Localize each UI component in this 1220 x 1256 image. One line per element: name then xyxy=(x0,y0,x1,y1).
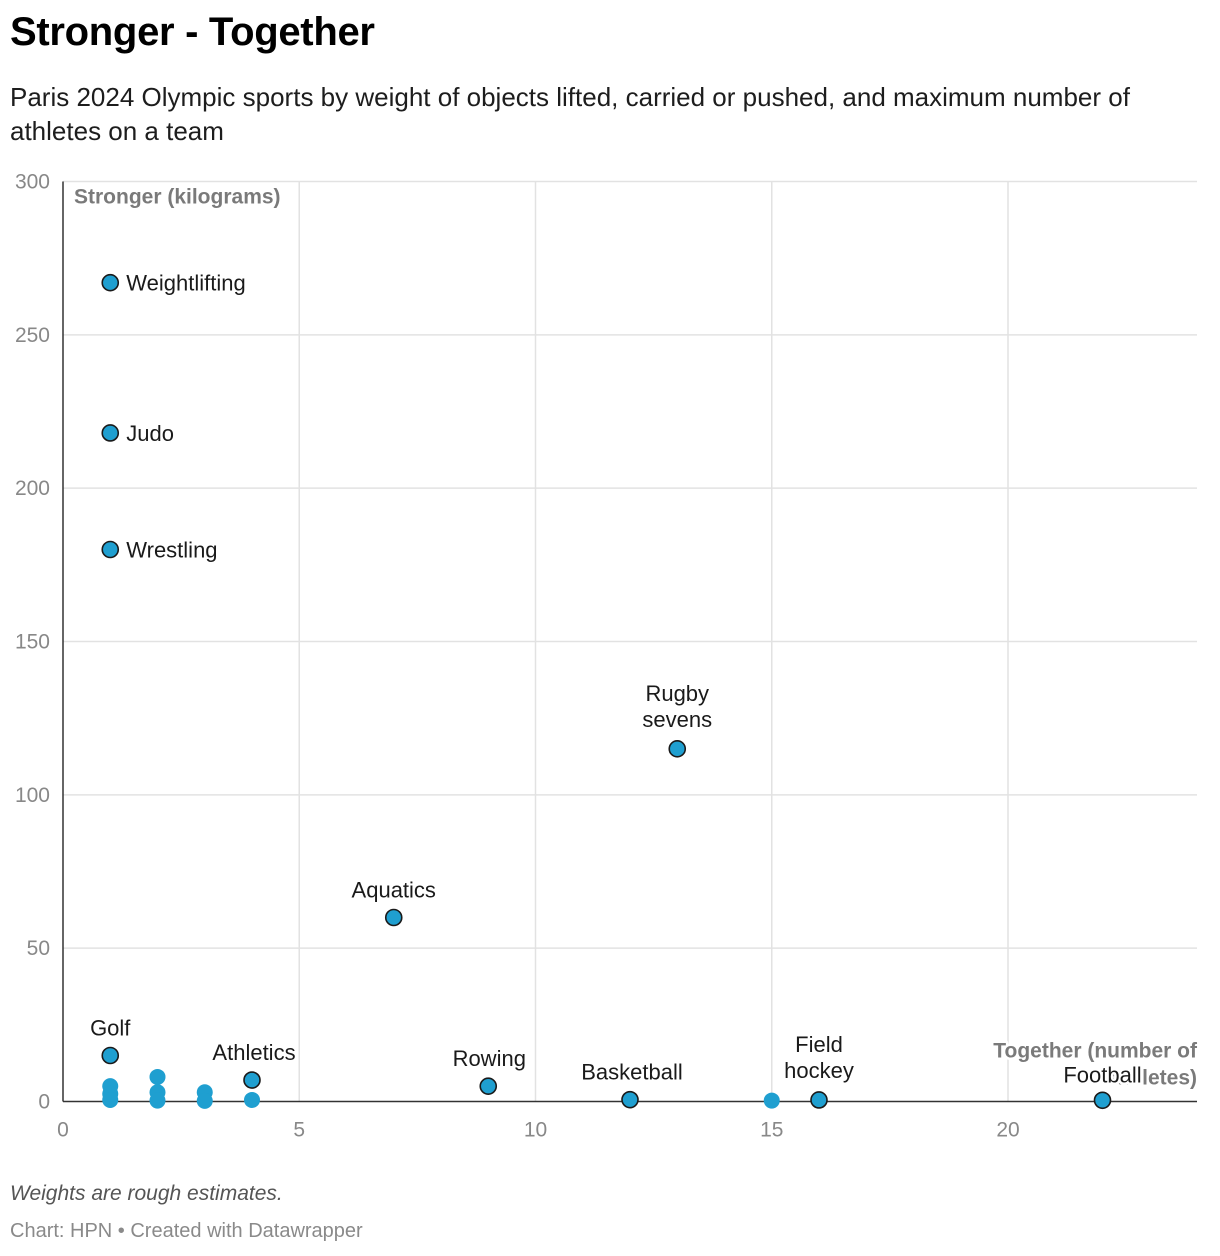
scatter-point xyxy=(763,1092,780,1109)
point-label: Golf xyxy=(90,1016,131,1041)
point-label: Football xyxy=(1063,1062,1141,1087)
scatter-point xyxy=(384,908,403,927)
chart-title: Stronger - Together xyxy=(10,10,375,54)
scatter-point xyxy=(668,740,687,758)
axis-ticks: 0 50 100 150 200 250 300 0 5 10 15 20 xyxy=(15,171,1020,1142)
y-axis-title: Stronger (kilograms) xyxy=(74,186,281,209)
x-tick-label: 10 xyxy=(524,1119,547,1142)
scatter-point xyxy=(1093,1091,1112,1110)
y-tick-label: 200 xyxy=(15,477,50,500)
data-points xyxy=(101,273,1112,1110)
scatter-point xyxy=(149,1092,166,1109)
x-tick-label: 15 xyxy=(760,1119,783,1142)
chart-note: Weights are rough estimates. xyxy=(10,1182,283,1205)
y-tick-label: 250 xyxy=(15,324,50,347)
y-tick-label: 50 xyxy=(27,937,50,960)
scatter-point xyxy=(101,540,120,559)
scatter-point xyxy=(196,1092,213,1109)
scatter-chart: 0 50 100 150 200 250 300 0 5 10 15 20 Stronger (kil… xyxy=(15,171,1201,1142)
scatter-point xyxy=(101,1046,120,1065)
point-labels: Weightlifting Judo Wrestling Rugby sevens Aqu… xyxy=(88,268,1145,1090)
scatter-point xyxy=(479,1077,498,1095)
point-label: Weightlifting xyxy=(126,271,245,296)
x-axis-title: Together (number of athletes) xyxy=(993,1040,1198,1090)
axis-titles: Stronger (kilograms) Together (number of a… xyxy=(72,183,1201,1092)
scatter-point xyxy=(243,1071,261,1089)
scatter-point xyxy=(101,273,120,292)
point-label: Aquatics xyxy=(352,878,436,903)
point-label: Rowing xyxy=(453,1046,526,1071)
x-tick-label: 20 xyxy=(996,1119,1019,1142)
y-tick-label: 150 xyxy=(15,631,50,654)
scatter-point xyxy=(621,1090,639,1109)
point-label: Wrestling xyxy=(126,538,217,563)
point-label: Judo xyxy=(126,421,174,446)
scatter-point xyxy=(810,1091,828,1109)
x-tick-label: 0 xyxy=(57,1119,69,1142)
x-tick-label: 5 xyxy=(293,1119,305,1142)
chart-credit: Chart: HPN • Created with Datawrapper xyxy=(10,1220,363,1242)
point-label: Rugby sevens xyxy=(642,681,712,732)
point-label: Field hockey xyxy=(784,1032,854,1083)
y-tick-label: 300 xyxy=(15,171,50,194)
point-label: Basketball xyxy=(581,1060,683,1085)
grid-lines xyxy=(62,180,1197,1103)
chart-subtitle: Paris 2024 Olympic sports by weight of o… xyxy=(10,82,1130,146)
scatter-point xyxy=(149,1068,166,1085)
point-label: Athletics xyxy=(212,1040,295,1065)
y-tick-label: 0 xyxy=(38,1091,50,1114)
scatter-point xyxy=(102,1091,119,1108)
y-tick-label: 100 xyxy=(15,784,50,807)
scatter-point xyxy=(101,424,120,442)
scatter-point xyxy=(244,1091,260,1108)
